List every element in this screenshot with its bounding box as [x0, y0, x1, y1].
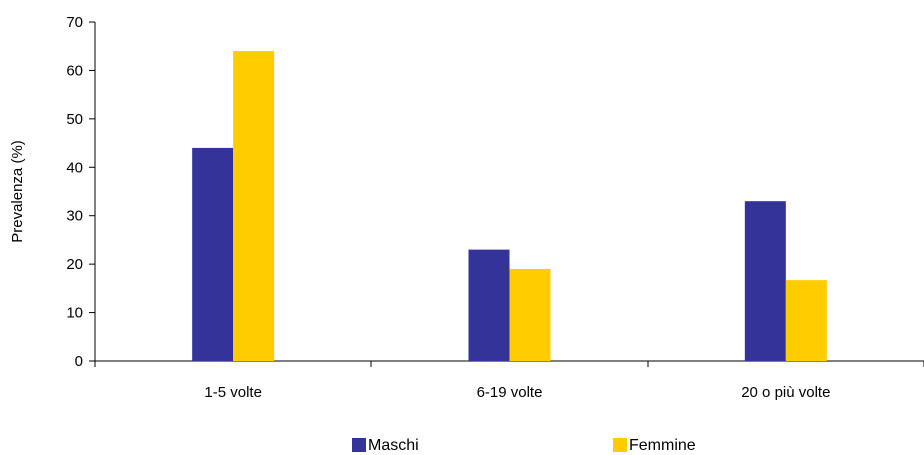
- bar-femmine-0: [233, 51, 275, 362]
- y-axis-title: Prevalenza (%): [9, 140, 26, 243]
- x-tick-label: 6-19 volte: [477, 384, 543, 401]
- bar-femmine-1: [509, 268, 551, 361]
- y-tick-label: 30: [66, 208, 83, 225]
- x-axis: 1-5 volte 6-19 volte 20 o più volte: [94, 360, 924, 401]
- legend-label-femmine: Femmine: [629, 437, 696, 454]
- y-tick-label: 10: [66, 305, 83, 322]
- y-axis: 0 10 20 30 40 50 60 70: [66, 14, 96, 370]
- legend-label-maschi: Maschi: [368, 437, 419, 454]
- x-tick-label: 20 o più volte: [741, 384, 830, 401]
- bar-maschi-1: [468, 249, 510, 361]
- y-tick-label: 60: [66, 62, 83, 79]
- x-tick-label: 1-5 volte: [204, 384, 262, 401]
- legend-swatch-femmine: [613, 438, 627, 452]
- legend-swatch-maschi: [352, 438, 366, 452]
- y-tick-label: 70: [66, 14, 83, 31]
- y-tick-label: 50: [66, 111, 83, 128]
- bars: [192, 51, 827, 362]
- bar-femmine-2: [785, 280, 827, 361]
- y-tick-label: 20: [66, 256, 83, 273]
- y-tick-label: 0: [75, 353, 83, 370]
- legend: Maschi Femmine: [352, 437, 696, 454]
- y-tick-label: 40: [66, 159, 83, 176]
- bar-maschi-0: [192, 147, 234, 361]
- bar-maschi-2: [744, 201, 786, 361]
